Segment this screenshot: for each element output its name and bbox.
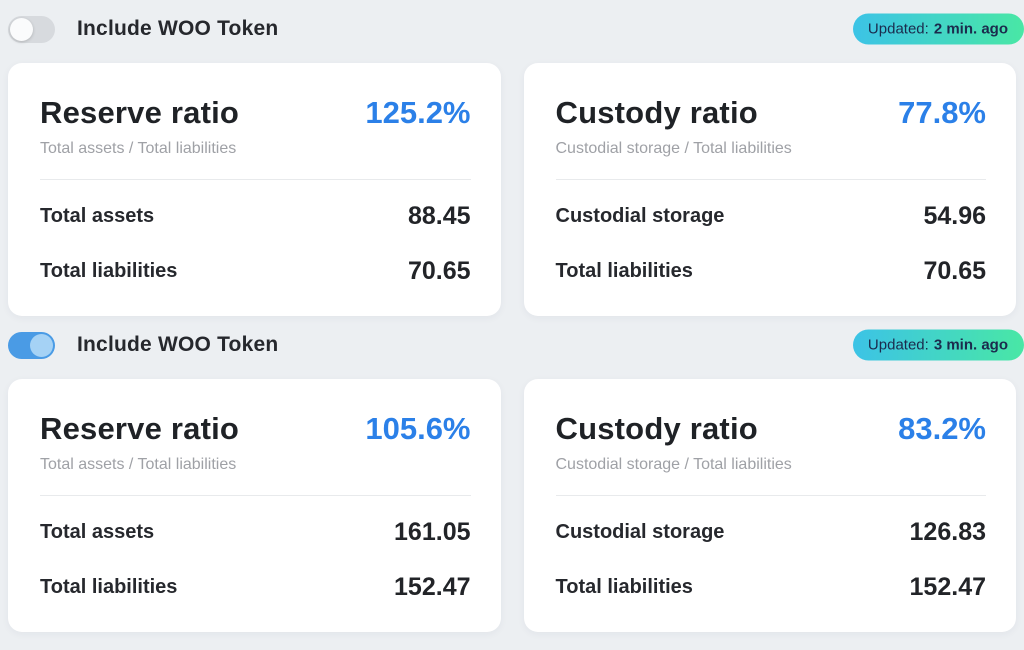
metric-label: Total assets [40,205,155,227]
metric-label: Total liabilities [40,260,178,282]
reserve-ratio-card: Reserve ratio 125.2% Total assets / Tota… [8,63,501,316]
metric-label: Total assets [40,521,155,543]
metric-label: Total liabilities [555,260,693,282]
divider [555,495,986,496]
card-subtitle: Custodial storage / Total liabilities [555,140,792,157]
ratio-value: 83.2% [898,411,986,446]
updated-prefix: Updated: [867,336,929,354]
metric-value: 126.83 [909,518,986,546]
metric-value: 70.65 [407,257,471,285]
card-title: Custody ratio [555,95,758,130]
ratio-value: 77.8% [898,95,986,130]
metric-value: 88.45 [407,202,471,230]
divider [555,179,986,180]
updated-prefix: Updated: [867,20,929,38]
metric-label: Total liabilities [40,576,178,598]
metric-value: 161.05 [394,518,471,546]
card-title: Reserve ratio [40,95,240,130]
metric-value: 152.47 [909,573,986,601]
metric-row: Total assets 161.05 [40,505,471,560]
metric-label: Custodial storage [555,521,725,543]
section-woo-included: Include WOO Token Updated: 3 min. ago Re… [0,328,1024,632]
divider [40,179,471,180]
include-woo-token-toggle[interactable] [8,331,55,359]
toggle-row: Include WOO Token Updated: 2 min. ago [0,12,1024,46]
metric-value: 152.47 [394,573,471,601]
toggle-knob-icon [30,333,53,357]
updated-badge: Updated: 3 min. ago [852,329,1024,361]
divider [40,495,471,496]
updated-badge: Updated: 2 min. ago [852,13,1024,45]
reserve-ratio-card: Reserve ratio 105.6% Total assets / Tota… [8,379,501,632]
metric-label: Custodial storage [555,205,725,227]
metric-row: Custodial storage 126.83 [556,505,987,560]
toggle-knob-icon [10,17,33,41]
card-subtitle: Total assets / Total liabilities [40,140,237,157]
metric-row: Total liabilities 152.47 [40,560,471,615]
metric-value: 70.65 [923,257,986,285]
card-title: Reserve ratio [40,411,240,446]
card-head: Reserve ratio 125.2% [40,95,471,131]
section-woo-excluded: Include WOO Token Updated: 2 min. ago Re… [0,12,1024,316]
card-head: Custody ratio 83.2% [556,411,987,447]
metric-row: Total assets 88.45 [40,189,471,244]
updated-time: 2 min. ago [933,20,1008,38]
card-subtitle: Custodial storage / Total liabilities [555,456,792,473]
card-title: Custody ratio [555,411,758,446]
ratio-value: 105.6% [365,411,471,446]
toggle-label: Include WOO Token [77,333,279,356]
updated-time: 3 min. ago [933,336,1008,354]
reserves-dashboard: Include WOO Token Updated: 2 min. ago Re… [0,12,1024,650]
metric-row: Custodial storage 54.96 [556,189,987,244]
custody-ratio-card: Custody ratio 83.2% Custodial storage / … [523,379,1016,632]
custody-ratio-card: Custody ratio 77.8% Custodial storage / … [523,63,1016,316]
metric-row: Total liabilities 70.65 [40,244,471,299]
toggle-label: Include WOO Token [77,17,279,40]
metric-label: Total liabilities [555,576,693,598]
toggle-row: Include WOO Token Updated: 3 min. ago [0,328,1024,362]
ratio-value: 125.2% [365,95,471,130]
cards-row: Reserve ratio 125.2% Total assets / Tota… [0,63,1024,316]
include-woo-token-toggle[interactable] [8,15,55,43]
card-head: Reserve ratio 105.6% [40,411,471,447]
card-subtitle: Total assets / Total liabilities [40,456,237,473]
metric-row: Total liabilities 70.65 [556,244,987,299]
cards-row: Reserve ratio 105.6% Total assets / Tota… [0,379,1024,632]
card-head: Custody ratio 77.8% [556,95,987,131]
metric-value: 54.96 [923,202,986,230]
metric-row: Total liabilities 152.47 [556,560,987,615]
